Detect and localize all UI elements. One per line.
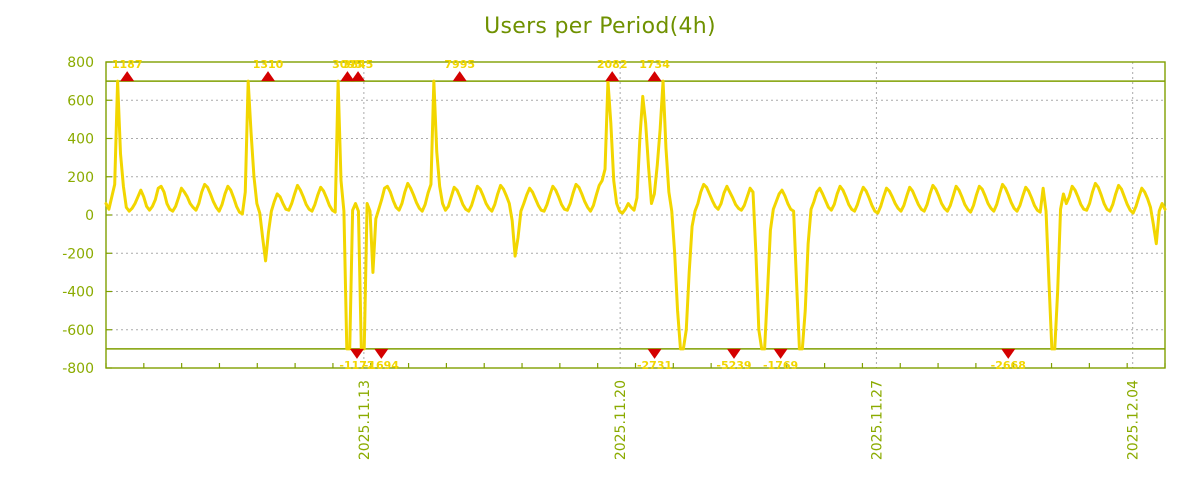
outlier-label: -2668 <box>991 359 1026 372</box>
outlier-marker-down <box>374 348 389 359</box>
y-tick-label: 600 <box>67 93 94 109</box>
outlier-label: 3845 <box>343 58 374 71</box>
clip-boundary-lines <box>106 80 1165 350</box>
outlier-marker-up <box>351 71 366 82</box>
outlier-marker-up <box>340 71 355 82</box>
outlier-marker-down <box>647 348 662 359</box>
y-tick-label: 800 <box>67 55 94 71</box>
y-tick-label: -200 <box>62 246 94 262</box>
outlier-label: 7995 <box>444 58 475 71</box>
outlier-marker-down <box>726 348 741 359</box>
outlier-label: -1769 <box>763 359 798 372</box>
outlier-markers <box>120 71 1016 359</box>
outlier-label: 3095 <box>332 58 363 71</box>
outlier-marker-down <box>349 348 364 359</box>
chart-title: Users per Period(4h) <box>484 14 716 39</box>
outlier-marker-up <box>605 71 620 82</box>
outlier-label: 2082 <box>597 58 628 71</box>
outlier-marker-up <box>647 71 662 82</box>
grid-lines <box>106 62 1165 368</box>
x-tick-label: 2025.11.13 <box>357 380 373 460</box>
y-tick-label: 400 <box>67 132 94 148</box>
outlier-label: -1172 <box>339 359 374 372</box>
outlier-label: 1734 <box>639 58 670 71</box>
outlier-label: -2731 <box>637 359 672 372</box>
y-tick-label: -800 <box>62 361 94 377</box>
y-axis-tick-labels: 800 600 400 200 0 -200 -400 -600 -800 <box>62 55 112 377</box>
outlier-marker-down <box>773 348 788 359</box>
plot-frame <box>105 61 1166 369</box>
outlier-label: -1694 <box>364 359 400 372</box>
data-series-line <box>104 79 1167 351</box>
x-tick-label: 2025.11.27 <box>869 380 885 460</box>
series-path <box>104 79 1167 351</box>
outlier-label: -5239 <box>716 359 751 372</box>
y-tick-label: 200 <box>67 170 94 186</box>
y-tick-label: 0 <box>85 208 94 224</box>
x-tick-label: 2025.12.04 <box>1126 380 1142 460</box>
outlier-marker-down <box>1001 348 1016 359</box>
outlier-marker-up <box>261 71 276 82</box>
x-axis-tick-labels: 2025.11.13 2025.11.20 2025.11.27 2025.12.04 <box>357 380 1142 460</box>
outlier-marker-up <box>452 71 467 82</box>
outlier-label: 1187 <box>112 58 143 71</box>
outlier-label: 1310 <box>253 58 284 71</box>
outlier-marker-up <box>120 71 135 82</box>
x-tick-label: 2025.11.20 <box>613 380 629 460</box>
y-tick-label: -600 <box>62 323 94 339</box>
y-tick-label: -400 <box>62 285 94 301</box>
